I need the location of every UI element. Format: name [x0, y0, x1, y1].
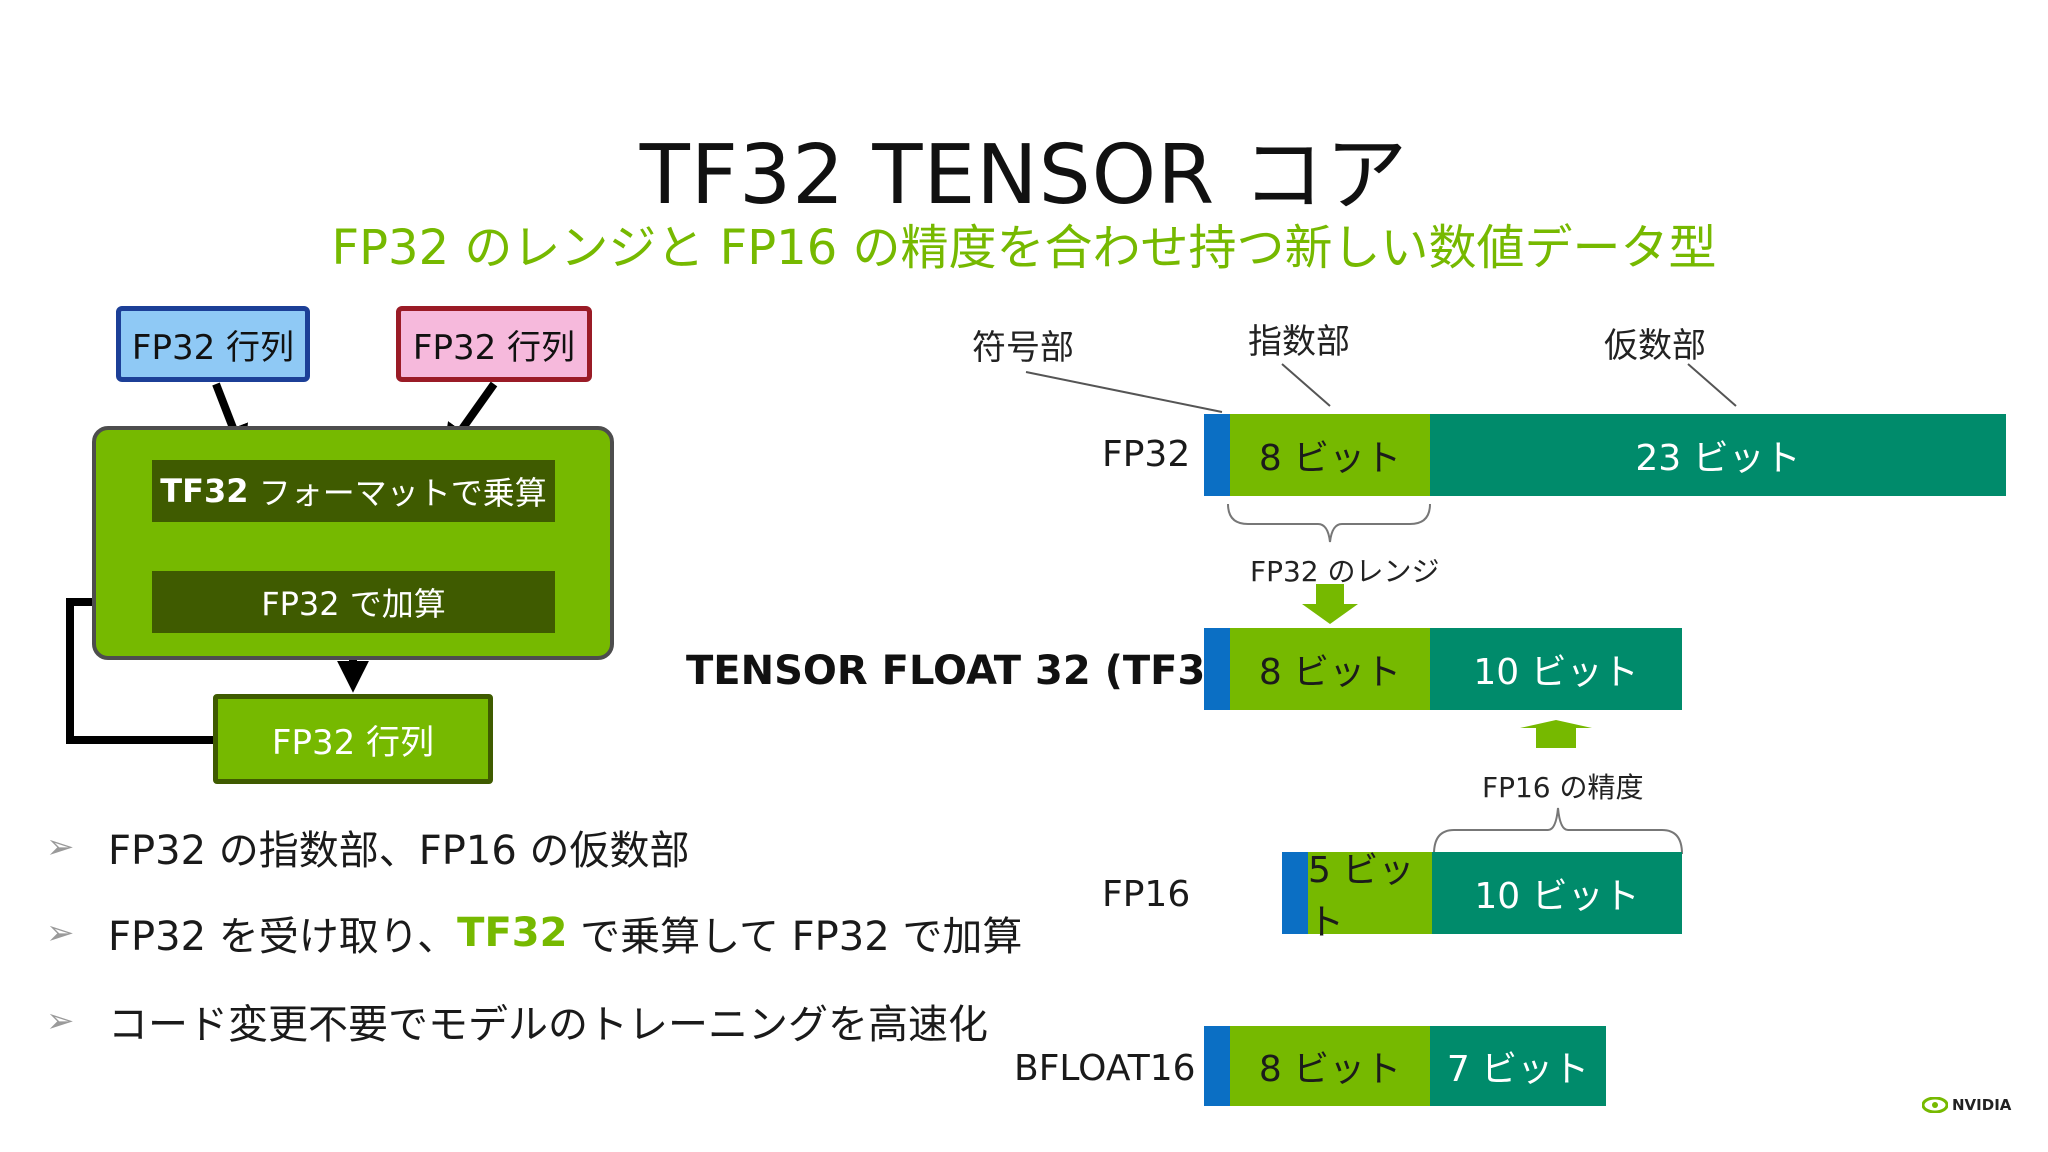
range-arrow-icon — [1302, 584, 1358, 624]
range-note: FP32 のレンジ — [1250, 555, 1440, 588]
tf32-mantissa-segment: 10 ビット — [1430, 628, 1682, 710]
multiply-step-format: TF32 — [160, 472, 249, 510]
bullet-item: ➢ FP32 の指数部、FP16 の仮数部 — [46, 818, 689, 876]
header-exponent: 指数部 — [1248, 322, 1350, 362]
nvidia-logo: NVIDIA — [1922, 1096, 2011, 1114]
bullet-text-post: で乗算して FP32 で加算 — [567, 914, 1023, 960]
fp32-mantissa-segment: 23 ビット — [1430, 414, 2006, 496]
add-step: FP32 で加算 — [152, 571, 555, 633]
header-sign: 符号部 — [972, 328, 1074, 368]
precision-brace — [1433, 807, 1683, 855]
bullet-arrow-icon: ➢ — [46, 827, 75, 867]
bfloat16-exponent-segment: 8 ビット — [1230, 1026, 1430, 1106]
multiply-step: TF32 フォーマットで乗算 — [152, 460, 555, 522]
bullet-item: ➢ FP32 を受け取り、 TF32 で乗算して FP32 で加算 — [46, 904, 1022, 962]
precision-note: FP16 の精度 — [1482, 771, 1644, 804]
bullet-text: FP32 の指数部、FP16 の仮数部 — [108, 828, 690, 874]
bullet-text-accent: TF32 — [457, 910, 568, 956]
nvidia-logo-text: NVIDIA — [1952, 1096, 2012, 1114]
row-label-fp32: FP32 — [1102, 434, 1191, 475]
bullet-arrow-icon: ➢ — [46, 1001, 75, 1041]
fp16-mantissa-segment: 10 ビット — [1432, 852, 1682, 934]
row-label-tf32: TENSOR FLOAT 32 (TF32) — [686, 648, 1252, 694]
range-brace — [1227, 503, 1431, 543]
fp16-sign-segment — [1282, 852, 1308, 934]
tf32-exponent-segment: 8 ビット — [1230, 628, 1430, 710]
slide-title: TF32 TENSOR コア — [639, 128, 1409, 223]
fp16-exponent-segment: 5 ビット — [1308, 850, 1432, 943]
input-matrix-a: FP32 行列 — [116, 306, 310, 382]
bullet-item: ➢ コード変更不要でモデルのトレーニングを高速化 — [46, 992, 988, 1050]
bullet-text: コード変更不要でモデルのトレーニングを高速化 — [108, 1002, 988, 1048]
leader-exponent — [1281, 363, 1331, 407]
multiply-step-label: フォーマットで乗算 — [248, 474, 547, 512]
fp32-sign-segment — [1204, 414, 1230, 496]
tf32-sign-segment — [1204, 628, 1230, 710]
header-mantissa: 仮数部 — [1604, 326, 1706, 366]
nvidia-eye-icon — [1922, 1097, 1948, 1113]
bfloat16-mantissa-segment: 7 ビット — [1430, 1026, 1606, 1106]
output-matrix: FP32 行列 — [213, 694, 493, 784]
bullet-text-pre: FP32 を受け取り、 — [108, 914, 458, 960]
precision-arrow-icon — [1520, 720, 1592, 748]
bfloat16-sign-segment — [1204, 1026, 1230, 1106]
input-matrix-b: FP32 行列 — [396, 306, 592, 382]
leader-sign — [1025, 371, 1223, 413]
slide-subtitle: FP32 のレンジと FP16 の精度を合わせ持つ新しい数値データ型 — [331, 220, 1717, 276]
leader-mantissa — [1687, 363, 1737, 407]
fp32-exponent-segment: 8 ビット — [1230, 414, 1430, 496]
bullet-arrow-icon: ➢ — [46, 913, 75, 953]
row-label-fp16: FP16 — [1102, 874, 1191, 915]
row-label-bfloat16: BFLOAT16 — [1014, 1048, 1196, 1089]
